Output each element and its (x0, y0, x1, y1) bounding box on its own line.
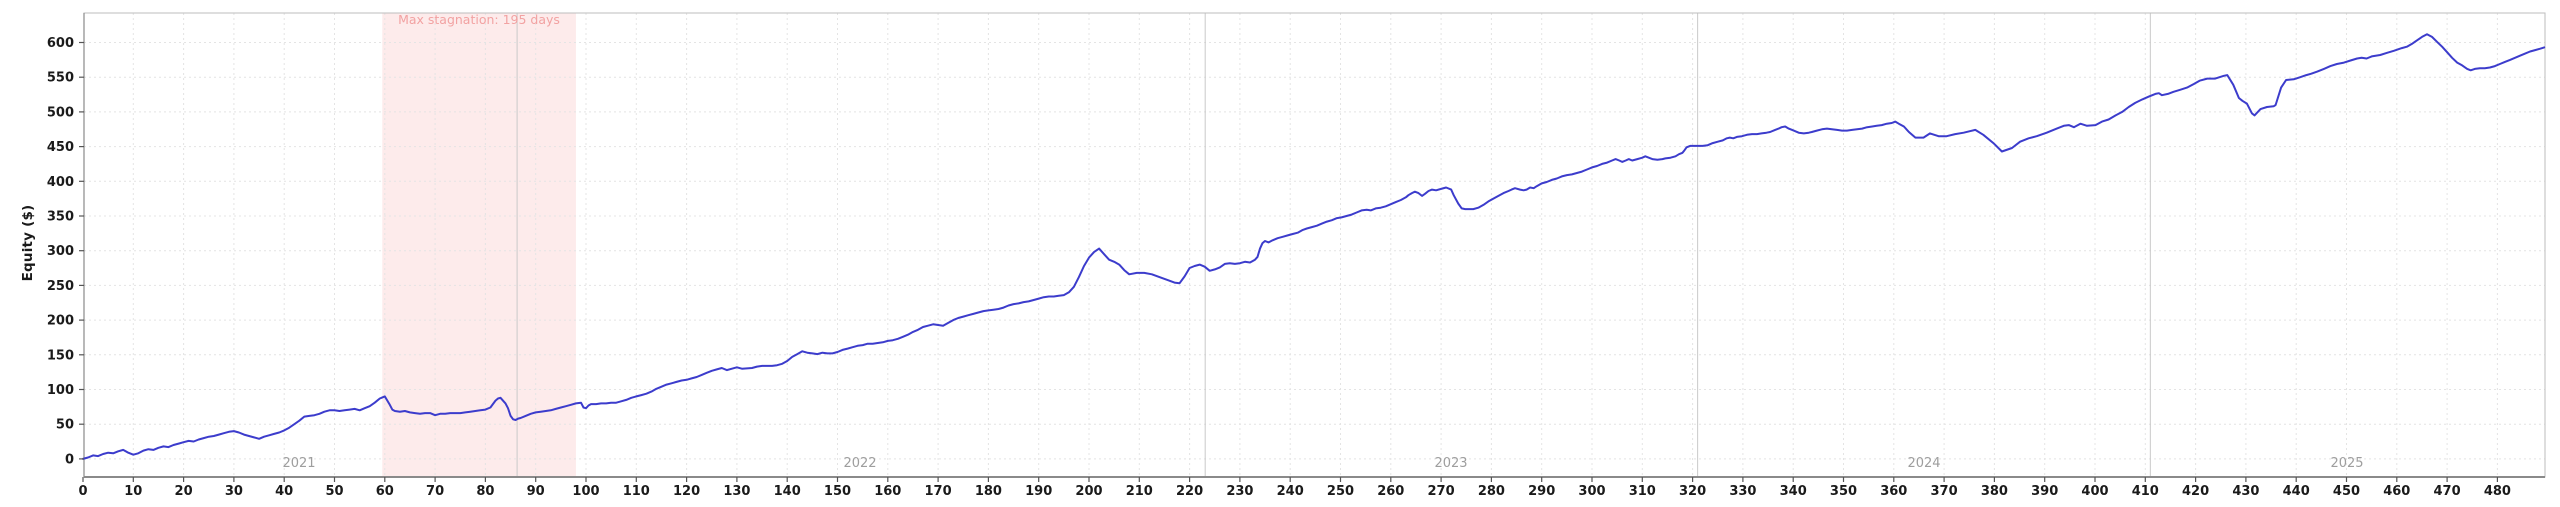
x-tick-label: 90 (527, 484, 545, 499)
x-tick-label: 440 (2283, 484, 2310, 499)
x-tick-label: 300 (1578, 484, 1605, 499)
x-tick-label: 460 (2383, 484, 2410, 499)
y-tick-label: 400 (47, 175, 74, 190)
stagnation-annotation: Max stagnation: 195 days (398, 12, 560, 27)
year-label-2024: 2024 (1907, 456, 1940, 471)
x-tick-label: 60 (376, 484, 394, 499)
stagnation-band-group (382, 13, 576, 477)
axis-ticks-group (79, 41, 2498, 482)
x-tick-label: 410 (2132, 484, 2159, 499)
x-tick-label: 280 (1478, 484, 1505, 499)
x-tick-label: 470 (2434, 484, 2461, 499)
y-tick-label: 150 (47, 348, 74, 363)
x-tick-label: 20 (175, 484, 193, 499)
y-tick-label: 0 (65, 452, 74, 467)
x-tick-label: 10 (124, 484, 142, 499)
x-tick-label: 390 (2031, 484, 2058, 499)
x-tick-label: 420 (2182, 484, 2209, 499)
x-tick-label: 70 (426, 484, 444, 499)
x-tick-label: 220 (1176, 484, 1203, 499)
year-label-2025: 2025 (2330, 456, 2363, 471)
x-tick-label: 100 (572, 484, 599, 499)
x-tick-label: 350 (1830, 484, 1857, 499)
y-tick-label: 350 (47, 210, 74, 225)
y-tick-label: 50 (56, 418, 74, 433)
x-tick-label: 370 (1931, 484, 1958, 499)
year-label-2023: 2023 (1434, 456, 1467, 471)
year-label-2022: 2022 (843, 456, 876, 471)
x-tick-label: 400 (2081, 484, 2108, 499)
x-tick-label: 240 (1277, 484, 1304, 499)
y-tick-label: 450 (47, 140, 74, 155)
y-tick-label: 100 (47, 383, 74, 398)
x-tick-label: 310 (1629, 484, 1656, 499)
x-tick-label: 180 (975, 484, 1002, 499)
x-tick-label: 380 (1981, 484, 2008, 499)
x-tick-label: 270 (1428, 484, 1455, 499)
annotations-group: Max stagnation: 195 days 2021 2022 2023 … (282, 12, 2363, 471)
x-tick-label: 120 (673, 484, 700, 499)
x-tick-label: 190 (1025, 484, 1052, 499)
x-tick-label: 290 (1528, 484, 1555, 499)
x-tick-label: 260 (1377, 484, 1404, 499)
stagnation-band (382, 13, 576, 477)
x-tick-label: 230 (1226, 484, 1253, 499)
x-tick-label: 150 (824, 484, 851, 499)
x-tick-label: 80 (476, 484, 494, 499)
tick-labels-group: 0 10 20 30 40 50 60 70 80 90 100 110 120 130 140 150 160… (47, 36, 2511, 499)
x-tick-label: 30 (225, 484, 243, 499)
x-tick-label: 450 (2333, 484, 2360, 499)
x-tick-label: 40 (275, 484, 293, 499)
x-tick-label: 210 (1126, 484, 1153, 499)
plot-border-group (83, 12, 2546, 478)
equity-curve-group (82, 33, 2546, 460)
x-tick-label: 50 (325, 484, 343, 499)
x-tick-label: 200 (1075, 484, 1102, 499)
y-tick-label: 500 (47, 105, 74, 120)
y-tick-label: 250 (47, 279, 74, 294)
x-tick-label: 340 (1780, 484, 1807, 499)
x-tick-label: 0 (78, 484, 87, 499)
x-tick-label: 250 (1327, 484, 1354, 499)
x-tick-label: 360 (1880, 484, 1907, 499)
year-label-2021: 2021 (282, 456, 315, 471)
year-boundary-lines-group (516, 13, 2151, 477)
x-tick-label: 140 (774, 484, 801, 499)
x-tick-label: 110 (623, 484, 650, 499)
y-tick-label: 550 (47, 71, 74, 86)
x-tick-label: 130 (723, 484, 750, 499)
x-tick-label: 170 (925, 484, 952, 499)
x-tick-label: 480 (2484, 484, 2511, 499)
x-tick-label: 320 (1679, 484, 1706, 499)
gridlines-group (84, 13, 2545, 477)
x-tick-label: 330 (1729, 484, 1756, 499)
y-tick-label: 600 (47, 36, 74, 51)
y-tick-label: 200 (47, 314, 74, 329)
x-tick-label: 430 (2232, 484, 2259, 499)
x-tick-label: 160 (874, 484, 901, 499)
y-tick-label: 300 (47, 244, 74, 259)
equity-curve-line (82, 33, 2546, 460)
